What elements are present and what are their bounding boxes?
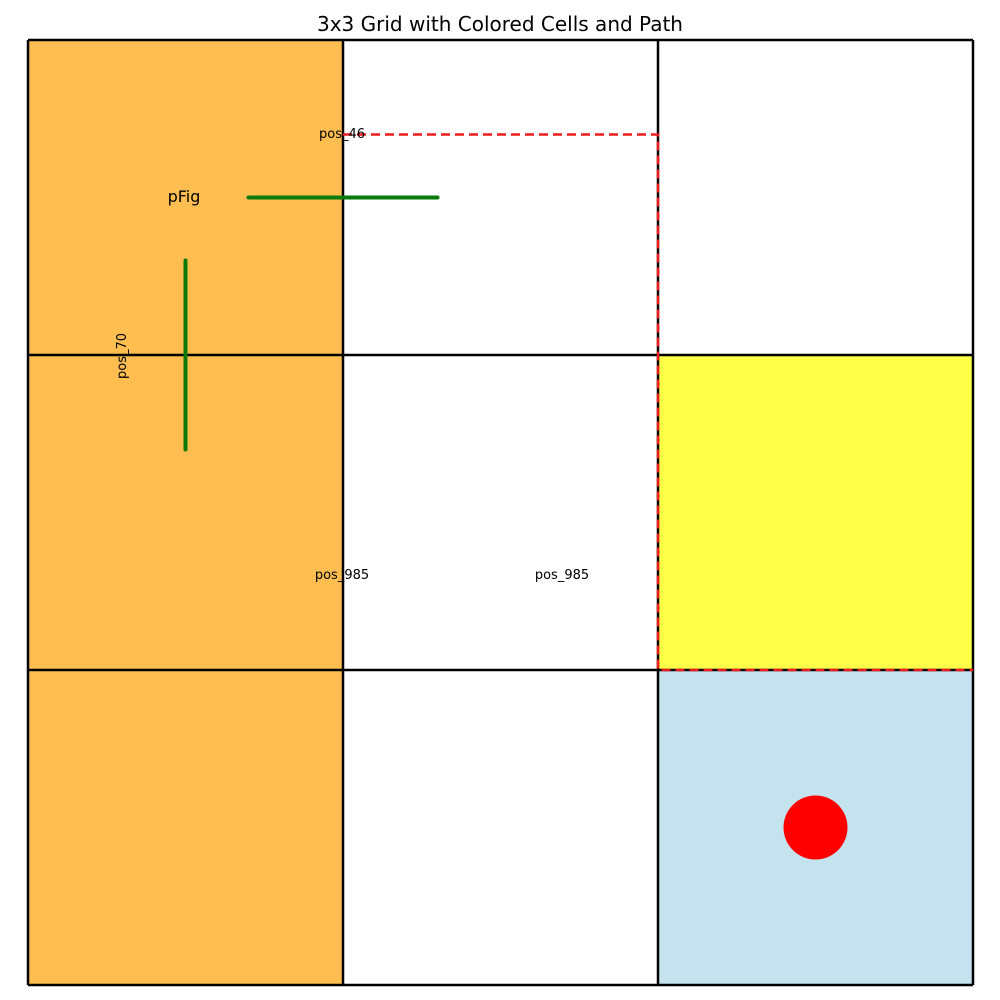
marker-circle [783, 795, 848, 860]
grid-cells [28, 40, 973, 985]
label-pos-985-left: pos_985 [315, 568, 369, 583]
label-pos-70: pos_70 [115, 333, 130, 379]
label-pfig: pFig [168, 187, 201, 206]
grid-cell-r2-c1 [343, 670, 658, 985]
marker-layer [783, 795, 848, 860]
labels: pos_46 pFig pos_70 pos_985 pos_985 [115, 127, 589, 583]
grid-cell-r1-c1 [343, 355, 658, 670]
label-pos-985-right: pos_985 [535, 568, 589, 583]
figure-title: 3x3 Grid with Colored Cells and Path [317, 12, 683, 36]
grid-cell-r0-c2 [658, 40, 973, 355]
grid-cell-r1-c2 [658, 355, 973, 670]
path-line [343, 133, 973, 672]
label-pos-46: pos_46 [319, 127, 365, 142]
dashed-path [343, 133, 973, 672]
green-marks [183, 195, 440, 452]
grid-cell-r2-c0 [28, 670, 343, 985]
